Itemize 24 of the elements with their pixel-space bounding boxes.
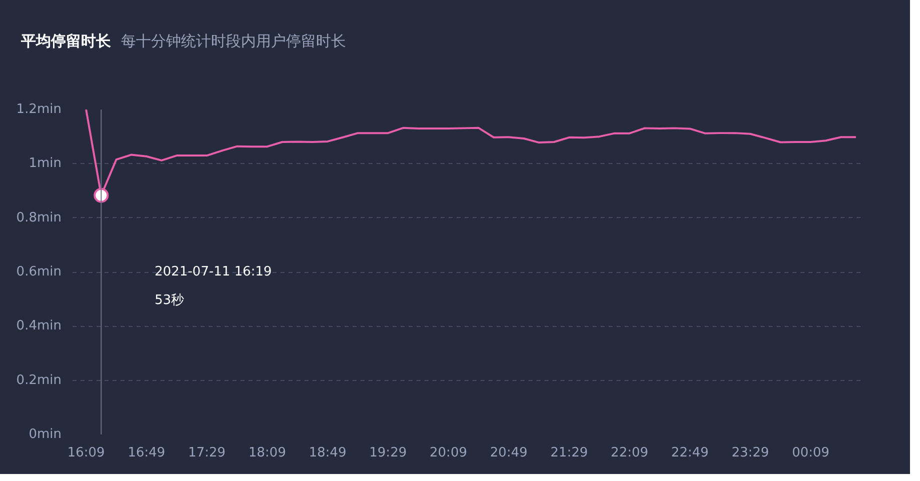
x-tick-label: 18:09: [248, 446, 286, 460]
annotation: 53秒: [154, 292, 184, 308]
y-tick-label: 0.4min: [16, 318, 62, 334]
x-tick-label: 17:29: [188, 446, 226, 460]
x-tick-label: 22:09: [610, 446, 648, 460]
x-tick-label: 23:29: [732, 446, 770, 460]
y-tick-label: 1.2min: [16, 102, 62, 117]
chart-title: 平均停留时长: [21, 32, 111, 50]
annotation: 2021-07-11 16:19: [154, 264, 272, 280]
x-tick-label: 16:09: [67, 446, 105, 460]
x-tick-label: 19:29: [369, 446, 407, 460]
x-tick-label: 00:09: [792, 446, 830, 460]
chart-subtitle: 每十分钟统计时段内用户停留时长: [121, 32, 346, 50]
y-tick-label: 0.8min: [16, 210, 62, 226]
x-tick-label: 22:49: [671, 446, 709, 460]
y-tick-label: 0min: [28, 427, 62, 442]
x-tick-label: 18:49: [308, 446, 346, 460]
y-tick-label: 0.2min: [16, 372, 62, 388]
y-tick-label: 1min: [28, 156, 62, 172]
x-tick-label: 16:49: [128, 446, 166, 460]
x-tick-label: 20:09: [430, 446, 468, 460]
x-tick-label: 20:49: [490, 446, 528, 460]
x-tick-label: 21:29: [550, 446, 588, 460]
y-tick-label: 0.6min: [16, 264, 62, 280]
